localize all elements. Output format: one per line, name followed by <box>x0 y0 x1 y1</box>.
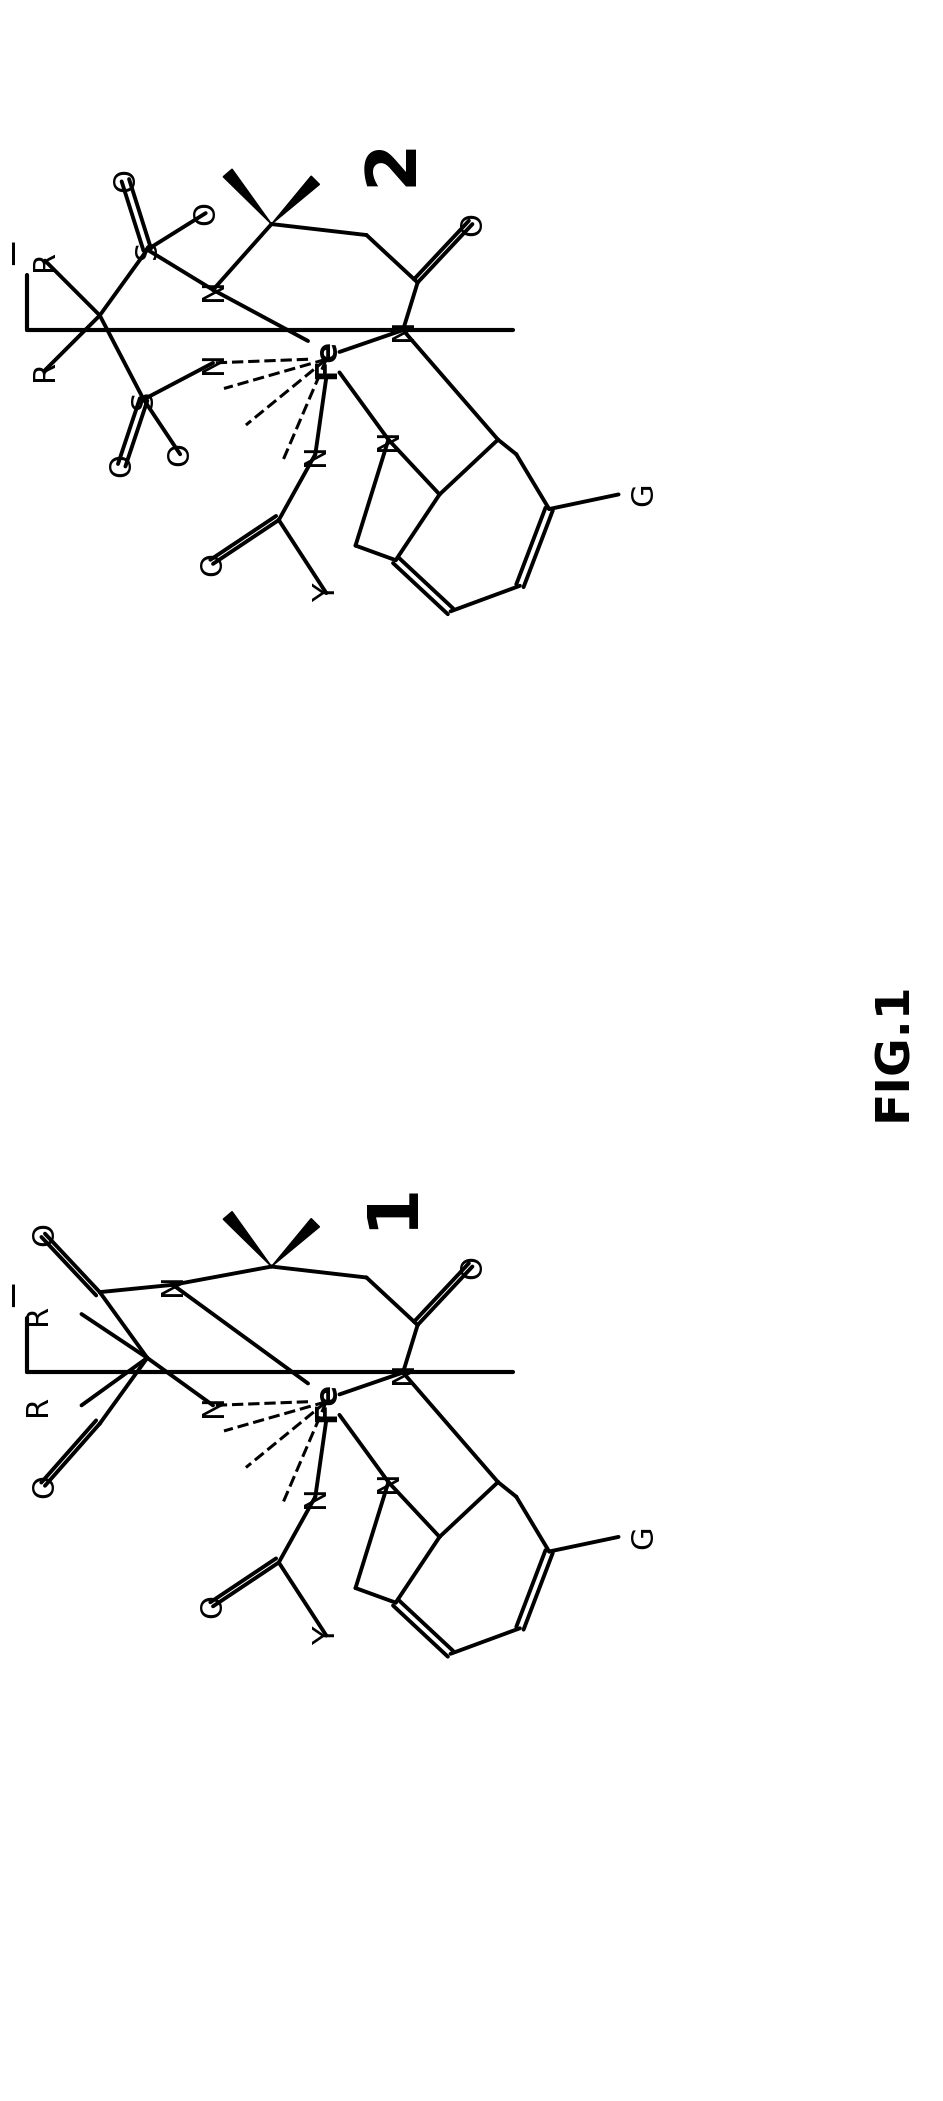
Text: 2: 2 <box>358 139 425 187</box>
Text: N: N <box>199 1393 227 1416</box>
Text: N: N <box>389 1361 418 1385</box>
Text: O: O <box>166 441 194 466</box>
Polygon shape <box>223 168 272 225</box>
Text: N: N <box>301 443 330 466</box>
Text: Y: Y <box>312 1626 340 1645</box>
Text: N: N <box>158 1273 188 1296</box>
Text: O: O <box>199 1595 227 1618</box>
Text: −: − <box>0 235 29 265</box>
Text: O: O <box>458 1254 487 1280</box>
Text: N: N <box>199 279 227 300</box>
Text: R: R <box>24 1303 52 1324</box>
Text: −: − <box>0 1277 29 1307</box>
Text: O: O <box>30 1221 59 1246</box>
Text: O: O <box>199 553 227 576</box>
Text: G: G <box>630 1525 658 1548</box>
Text: FIG.1: FIG.1 <box>870 981 916 1120</box>
Text: N: N <box>373 429 403 452</box>
Text: N: N <box>301 1485 330 1509</box>
Text: O: O <box>191 202 221 225</box>
Text: Y: Y <box>312 584 340 603</box>
Text: R: R <box>24 1395 52 1416</box>
Text: R: R <box>30 250 59 271</box>
Text: O: O <box>30 1473 59 1498</box>
Text: S: S <box>129 391 158 410</box>
Text: O: O <box>111 168 140 191</box>
Text: O: O <box>108 454 136 477</box>
Text: N: N <box>389 319 418 340</box>
Text: N: N <box>199 351 227 374</box>
Polygon shape <box>272 176 320 225</box>
Text: O: O <box>458 212 487 235</box>
Text: G: G <box>630 483 658 506</box>
Text: Fe: Fe <box>312 1382 340 1422</box>
Polygon shape <box>272 1219 320 1267</box>
Polygon shape <box>223 1212 272 1267</box>
Text: S: S <box>133 240 162 258</box>
Text: 1: 1 <box>358 1181 425 1229</box>
Text: R: R <box>30 359 59 380</box>
Text: Fe: Fe <box>312 338 340 380</box>
Text: N: N <box>373 1471 403 1494</box>
